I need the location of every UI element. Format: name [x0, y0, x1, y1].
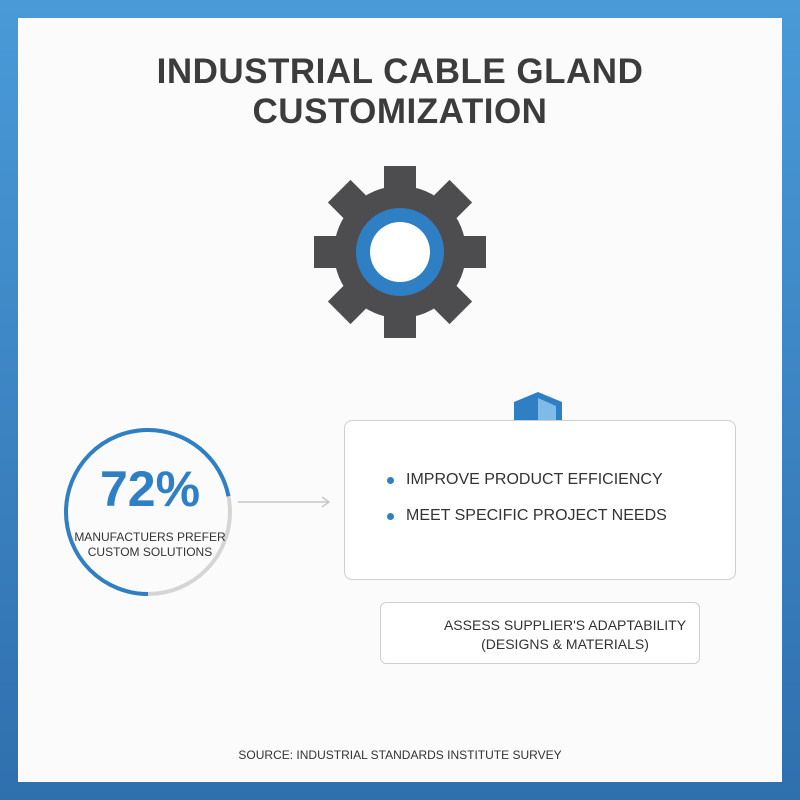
- action-box: [380, 602, 700, 664]
- source: SOURCE: INDUSTRIAL STANDARDS INSTITUTE S…: [238, 748, 562, 762]
- ring-progress: [64, 428, 232, 596]
- bullet: [387, 477, 394, 484]
- stat-label: 72%: [99, 461, 201, 517]
- benefits-box: [344, 420, 736, 580]
- gear-icon: [314, 166, 486, 338]
- connector-head: [321, 496, 331, 508]
- benefit: MEET SPECIFIC PROJECT NEEDS: [406, 507, 667, 524]
- stat-caption: MANUFACTUERS PREFER CUSTOM SOLUTIONS: [74, 530, 226, 559]
- bullet: [387, 513, 394, 520]
- title: INDUSTRIAL CABLE GLAND CUSTOMIZATION: [156, 52, 644, 131]
- action-text: ASSESS SUPPLIER'S ADAPTABILITY (DESIGNS …: [443, 617, 687, 652]
- benefit: IMPROVE PRODUCT EFFICIENCY: [406, 471, 663, 488]
